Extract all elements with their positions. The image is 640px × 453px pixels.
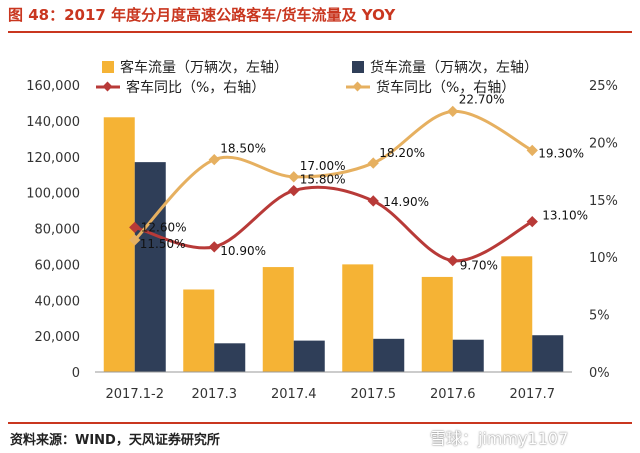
legend-truck-flow-label: 货车流量（万辆次，左轴） [370,59,538,76]
y-right-tick-label: 15% [589,194,618,209]
x-tick-label: 2017.4 [271,387,317,402]
y-right-tick-label: 20% [589,136,618,151]
truck-flow-bar [452,339,484,372]
passenger-yoy-data-label: 14.90% [383,195,429,209]
truck-flow-bar [214,343,246,372]
y-right-tick-label: 10% [589,251,618,266]
legend-passenger-flow-swatch [102,61,114,73]
y-left-tick-label: 40,000 [35,294,81,309]
x-tick-label: 2017.1-2 [106,387,164,402]
passenger-yoy-data-label: 9.70% [460,259,498,273]
legend-truck-flow-swatch [352,61,364,73]
passenger-yoy-marker [367,195,379,207]
passenger-yoy-line [134,185,533,263]
x-tick-label: 2017.7 [510,387,556,402]
truck-yoy-data-label: 17.00% [300,159,346,173]
x-tick-label: 2017.6 [430,387,476,402]
truck-flow-bar [293,340,325,372]
legend-passenger-yoy-marker [102,81,113,92]
passenger-yoy-marker [208,241,220,253]
x-tick-label: 2017.3 [192,387,238,402]
passenger-flow-bar [342,264,374,372]
legend-passenger-yoy-label: 客车同比（%，右轴） [126,79,265,96]
page-title: 图 48：2017 年度分月度高速公路客车/货车流量及 YOY [8,6,396,24]
legend-passenger-flow-label: 客车流量（万辆次，左轴） [120,59,288,76]
y-left-tick-label: 140,000 [26,115,80,130]
passenger-yoy-data-label: 10.90% [220,244,266,258]
source-note: 资料来源：WIND，天风证券研究所 [10,433,220,448]
legend-truck-yoy-label: 货车同比（%，右轴） [376,79,515,96]
passenger-yoy-data-label: 15.80% [300,173,346,187]
y-right-tick-label: 25% [589,79,618,94]
passenger-yoy-marker [447,254,459,267]
y-left-tick-label: 60,000 [35,258,81,273]
y-left-tick-label: 0 [72,366,80,381]
y-left-tick-label: 120,000 [26,151,80,166]
truck-yoy-data-label: 19.30% [538,146,584,160]
truck-yoy-data-label: 18.50% [220,142,266,156]
y-left-tick-label: 80,000 [35,223,81,238]
footer-divider [8,422,632,424]
passenger-yoy-data-label: 12.60% [141,220,187,234]
truck-flow-bar [134,162,166,372]
y-right-tick-label: 0% [589,366,610,381]
truck-yoy-data-label: 22.70% [459,92,505,106]
y-left-tick-label: 160,000 [26,79,80,94]
truck-yoy-marker [367,157,379,169]
truck-flow-bar [373,338,405,372]
passenger-flow-bar [262,267,294,372]
y-left-tick-label: 100,000 [26,187,80,202]
truck-yoy-marker [129,234,141,246]
y-right-tick-label: 5% [589,309,610,324]
x-tick-label: 2017.5 [351,387,397,402]
truck-yoy-marker [288,171,300,183]
truck-yoy-line [133,109,533,242]
passenger-flow-bar [501,256,533,372]
truck-yoy-marker [208,153,220,166]
truck-yoy-marker [447,105,459,118]
truck-yoy-data-label: 11.50% [140,237,186,251]
truck-yoy-marker [526,144,538,157]
passenger-yoy-marker [526,215,538,228]
watermark: 雪球：jimmy1107 [430,429,569,448]
passenger-flow-bar [183,289,215,372]
truck-yoy-data-label: 18.20% [379,146,425,160]
passenger-yoy-marker [288,184,300,197]
passenger-yoy-marker [129,221,141,234]
title-divider [8,31,632,33]
passenger-yoy-data-label: 13.10% [542,209,588,223]
passenger-flow-bar [421,276,453,372]
y-left-tick-label: 20,000 [35,330,81,345]
passenger-flow-bar [103,117,135,372]
truck-flow-bar [532,335,564,372]
legend-truck-yoy-marker [352,81,363,92]
